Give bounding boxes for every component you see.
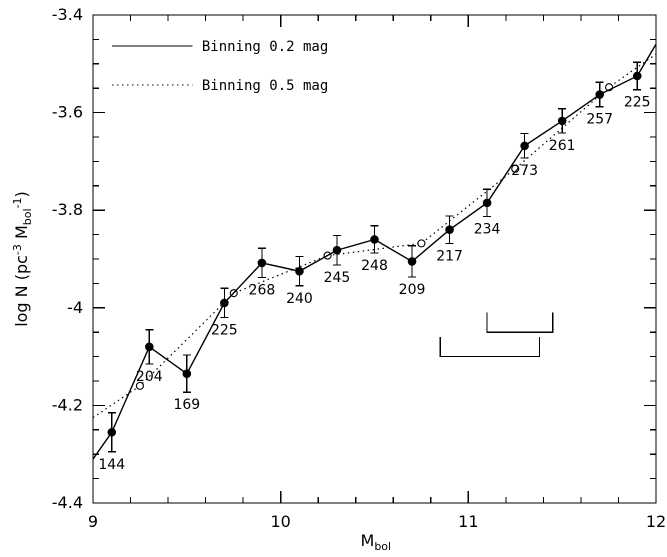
point-count-label: 248 (361, 258, 388, 274)
solid-series-marker (145, 342, 154, 352)
point-count-label: 261 (549, 138, 576, 154)
solid-series-marker (370, 235, 379, 244)
solid-series-marker (557, 116, 567, 126)
y-tick-label: -3.4 (52, 5, 83, 24)
point-count-label: 225 (624, 95, 651, 111)
y-axis-title-subscript: bol (21, 208, 34, 225)
labels-layer: Mbol log N (pc-3 Mbol-1) (11, 191, 391, 553)
point-count-label: 245 (324, 270, 351, 286)
series-layer: 144 204 169 225 268 240 245 248 209 217 234 273 261 2… (92, 43, 657, 473)
solid-series-marker (295, 266, 304, 276)
bin-width-bracket (486, 312, 554, 333)
dotted-series-marker (135, 381, 144, 390)
x-axis-title: Mbol (361, 531, 392, 553)
x-tick-label: 11 (458, 512, 478, 531)
point-count-label: 257 (586, 112, 613, 128)
y-tick-label: -3.6 (52, 103, 83, 122)
point-count-label: 234 (474, 222, 501, 238)
brackets-layer (439, 312, 554, 358)
solid-series-marker (332, 245, 342, 255)
solid-series-marker (632, 71, 642, 81)
x-axis-title-subscript: bol (374, 540, 391, 553)
solid-series-marker (182, 369, 192, 378)
solid-series-marker (520, 141, 529, 151)
x-tick-label: 12 (646, 512, 666, 531)
point-count-label: 144 (98, 457, 125, 473)
legend-label-dotted: Binning 0.5 mag (202, 78, 328, 94)
y-axis-title-middle: M (12, 225, 31, 244)
ticks-layer: 9 10 11 12 -4.4 -4.2 -4 -3.8 -3.6 -3.4 (52, 5, 666, 531)
point-count-label: 225 (211, 323, 238, 339)
point-count-label: 217 (436, 248, 463, 264)
solid-series-marker (257, 258, 267, 268)
solid-series-marker (595, 90, 605, 99)
bin-width-bracket (439, 337, 541, 358)
dotted-series-marker (417, 239, 426, 248)
y-tick-label: -3.8 (52, 200, 83, 219)
solid-series-marker (220, 298, 229, 308)
legend-label-solid: Binning 0.2 mag (202, 39, 328, 55)
y-tick-label: -4 (67, 298, 83, 317)
dotted-series-marker (511, 164, 520, 173)
legend: Binning 0.2 mag Binning 0.5 mag (111, 39, 328, 94)
x-tick-label: 10 (270, 512, 290, 531)
point-count-label: 209 (399, 282, 426, 298)
x-axis-title-main: M (361, 531, 375, 550)
y-axis-title: log N (pc-3 Mbol-1) (11, 191, 34, 327)
solid-series-marker (445, 225, 454, 235)
y-axis-title-superscript-2: -1 (11, 197, 24, 208)
solid-series-marker (107, 427, 117, 437)
y-tick-label: -4.4 (52, 493, 83, 512)
point-count-label: 240 (286, 291, 313, 307)
x-tick-label: 9 (88, 512, 98, 531)
y-axis-title-close: ) (12, 191, 31, 197)
solid-series-marker (407, 257, 417, 266)
solid-series-marker (482, 198, 492, 208)
point-count-label: 169 (173, 397, 200, 413)
y-axis-title-superscript: -3 (11, 244, 24, 255)
y-axis-title-main: log N (pc (12, 255, 31, 327)
point-count-label: 204 (136, 369, 163, 385)
point-count-label: 273 (511, 163, 538, 179)
y-tick-label: -4.2 (52, 395, 83, 414)
point-count-label: 268 (249, 283, 276, 299)
